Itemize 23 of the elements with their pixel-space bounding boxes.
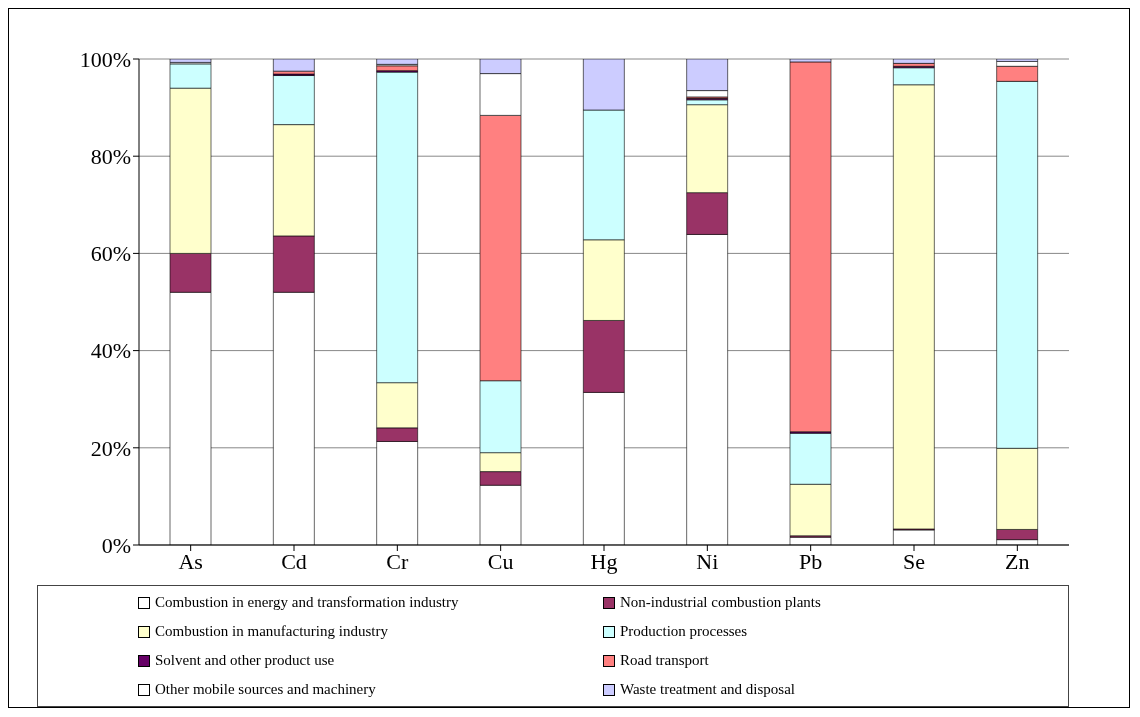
y-tick-label: 20%	[90, 435, 131, 461]
x-tick-label: Cd	[281, 548, 307, 574]
y-tick-label: 40%	[90, 338, 131, 364]
y-tick-label: 60%	[90, 241, 131, 267]
legend-label: Non-industrial combustion plants	[620, 594, 821, 611]
x-tick-label: Ni	[696, 548, 719, 574]
legend-label: Production processes	[620, 623, 748, 640]
y-tick-label: 0%	[101, 532, 131, 558]
x-tick-label: Cr	[386, 548, 410, 574]
y-tick-label: 100%	[79, 46, 131, 72]
y-tick-label: 80%	[90, 144, 131, 170]
legend-label: Road transport	[620, 652, 709, 669]
x-tick-label: Cu	[487, 548, 514, 574]
x-tick-label: Zn	[1005, 548, 1030, 574]
x-tick-label: As	[178, 548, 203, 574]
legend-label: Solvent and other product use	[155, 652, 335, 669]
legend-label: Combustion in energy and transformation industry	[155, 594, 459, 611]
legend-label: Waste treatment and disposal	[620, 681, 795, 698]
legend-label: Other mobile sources and machinery	[155, 681, 376, 698]
x-tick-label: Hg	[590, 548, 618, 574]
x-tick-label: Pb	[799, 548, 823, 574]
x-tick-label: Se	[903, 548, 925, 574]
legend-label: Combustion in manufacturing industry	[155, 623, 388, 640]
